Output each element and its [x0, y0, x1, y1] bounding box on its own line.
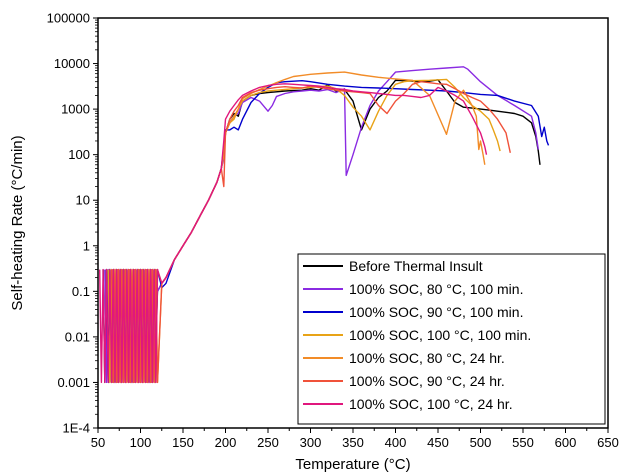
legend-label-7: 100% SOC, 100 °C, 24 hr. — [349, 396, 513, 412]
x-tick-label: 350 — [342, 435, 364, 450]
x-tick-label: 300 — [300, 435, 322, 450]
x-tick-label: 100 — [130, 435, 152, 450]
ticks-layer: 50 100 150 200 250 300 350 400 450 500 550 600 650 1E… — [47, 11, 619, 451]
legend-label-5: 100% SOC, 80 °C, 24 hr. — [349, 350, 505, 366]
legend-label-6: 100% SOC, 90 °C, 24 hr. — [349, 373, 505, 389]
x-tick-label: 150 — [172, 435, 194, 450]
x-axis-title: Temperature (°C) — [295, 456, 410, 473]
legend-label-2: 100% SOC, 80 °C, 100 min. — [349, 281, 523, 297]
y-tick-label: 0.01 — [65, 329, 90, 344]
legend-label-3: 100% SOC, 90 °C, 100 min. — [349, 304, 523, 320]
x-tick-label: 600 — [555, 435, 577, 450]
legend: Before Thermal Insult 100% SOC, 80 °C, 10… — [297, 253, 606, 425]
y-tick-label: 10000 — [54, 56, 90, 71]
y-axis-title: Self-heating Rate (°C/min) — [9, 135, 26, 310]
legend-box — [297, 253, 606, 425]
y-tick-label: 10 — [76, 193, 90, 208]
x-tick-label: 200 — [215, 435, 237, 450]
legend-label-1: Before Thermal Insult — [349, 258, 483, 274]
y-tick-label: 1000 — [61, 102, 90, 117]
legend-label-4: 100% SOC, 100 °C, 100 min. — [349, 327, 531, 343]
y-tick-label: 1E-4 — [63, 421, 90, 436]
y-tick-label: 100 — [68, 147, 90, 162]
x-tick-label: 400 — [385, 435, 407, 450]
y-tick-label: 100000 — [47, 11, 90, 26]
y-tick-label: 0.1 — [72, 284, 90, 299]
x-tick-label: 50 — [91, 435, 105, 450]
x-tick-label: 550 — [512, 435, 534, 450]
x-tick-label: 650 — [597, 435, 619, 450]
x-tick-label: 500 — [470, 435, 492, 450]
y-tick-label: 0.001 — [57, 375, 90, 390]
y-tick-label: 1 — [83, 238, 90, 253]
x-tick-label: 450 — [427, 435, 449, 450]
series-line-7 — [99, 83, 488, 384]
x-tick-label: 250 — [257, 435, 279, 450]
series-layer — [99, 66, 550, 384]
